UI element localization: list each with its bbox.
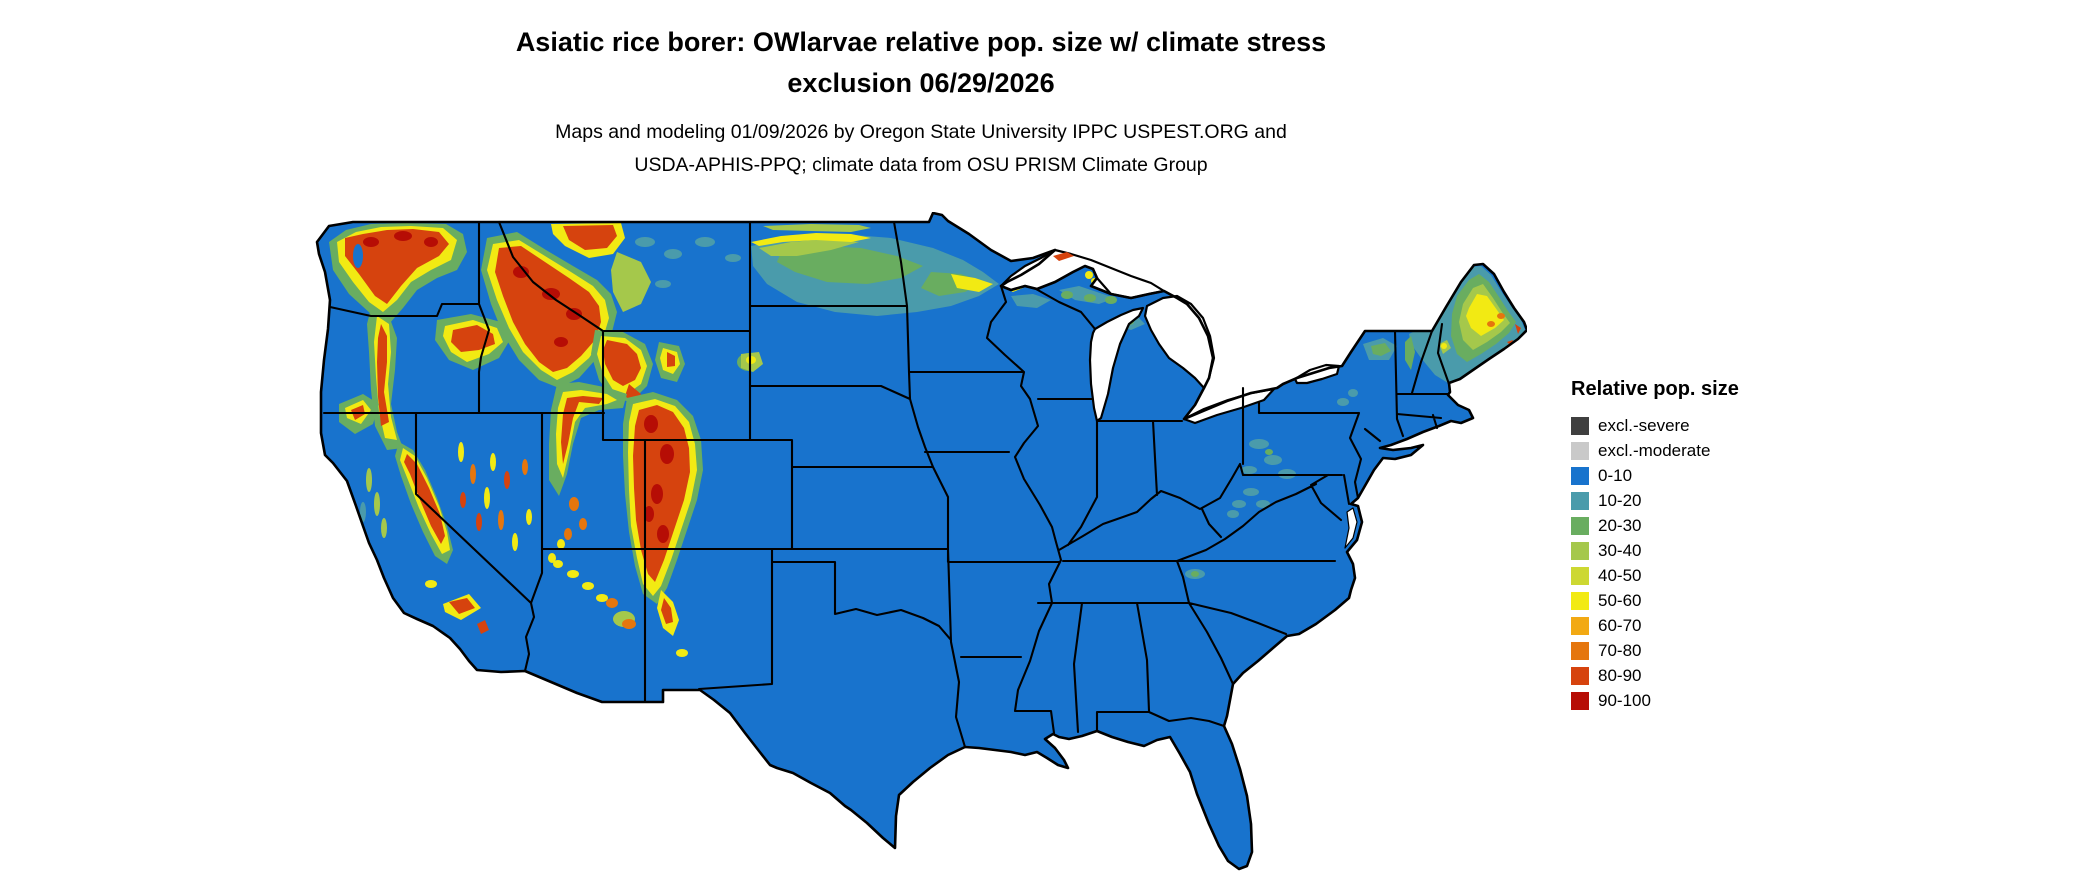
legend-swatch (1571, 466, 1589, 485)
legend-item: 10-20 (1571, 488, 1739, 513)
map-title-line-1: Asiatic rice borer: OWlarvae relative po… (515, 27, 1327, 57)
legend-item: excl.-moderate (1571, 438, 1739, 463)
map-subtitle-line-2: USDA-APHIS-PPQ; climate data from OSU PR… (634, 154, 1208, 176)
legend-label: 90-100 (1598, 691, 1651, 710)
map-title: Asiatic rice borer: OWlarvae relative po… (0, 22, 1842, 104)
legend-item: excl.-severe (1571, 413, 1739, 438)
map-title-line-2: exclusion 06/29/2026 (787, 68, 1055, 98)
legend: Relative pop. size excl.-severe excl.-mo… (1571, 378, 1739, 713)
legend-swatch (1571, 441, 1589, 460)
us-map (311, 211, 1529, 888)
heat-region-appalachians (1185, 439, 1296, 579)
legend-label: 40-50 (1598, 566, 1642, 585)
legend-swatch (1571, 591, 1589, 610)
us-map-svg (315, 211, 1529, 871)
legend-swatch (1571, 416, 1589, 435)
legend-swatch (1571, 616, 1589, 635)
map-subtitle: Maps and modeling 01/09/2026 by Oregon S… (0, 116, 1842, 182)
coast-outline (315, 211, 1529, 871)
isle-royale-speck (1053, 252, 1074, 261)
legend-item: 90-100 (1571, 688, 1739, 713)
legend-label: 60-70 (1598, 616, 1642, 635)
legend-label: 80-90 (1598, 666, 1642, 685)
legend-title: Relative pop. size (1571, 378, 1739, 400)
legend-label: excl.-moderate (1598, 441, 1711, 460)
legend-label: 10-20 (1598, 491, 1642, 510)
legend-label: 30-40 (1598, 541, 1642, 560)
legend-swatch (1571, 566, 1589, 585)
legend-item: 20-30 (1571, 513, 1739, 538)
legend-item: 30-40 (1571, 538, 1739, 563)
legend-item: 60-70 (1571, 613, 1739, 638)
legend-label: 50-60 (1598, 591, 1642, 610)
map-subtitle-line-1: Maps and modeling 01/09/2026 by Oregon S… (555, 121, 1287, 143)
chesapeake-bay (1344, 507, 1358, 549)
legend-item: 50-60 (1571, 588, 1739, 613)
header: Asiatic rice borer: OWlarvae relative po… (0, 22, 1842, 182)
legend-swatch (1571, 541, 1589, 560)
heat-region-upper-midwest (751, 224, 1145, 330)
lake-michigan (1088, 306, 1145, 423)
legend-item: 0-10 (1571, 463, 1739, 488)
legend-item: 40-50 (1571, 563, 1739, 588)
legend-label: 70-80 (1598, 641, 1642, 660)
legend-item: 70-80 (1571, 638, 1739, 663)
legend-swatch (1571, 491, 1589, 510)
legend-item: 80-90 (1571, 663, 1739, 688)
state-borders-layer (322, 220, 1451, 749)
legend-swatch (1571, 666, 1589, 685)
legend-label: 0-10 (1598, 466, 1633, 485)
legend-swatch (1571, 516, 1589, 535)
legend-label: 20-30 (1598, 516, 1642, 535)
legend-swatch (1571, 641, 1589, 660)
legend-swatch (1571, 691, 1589, 710)
legend-label: excl.-severe (1598, 416, 1690, 435)
